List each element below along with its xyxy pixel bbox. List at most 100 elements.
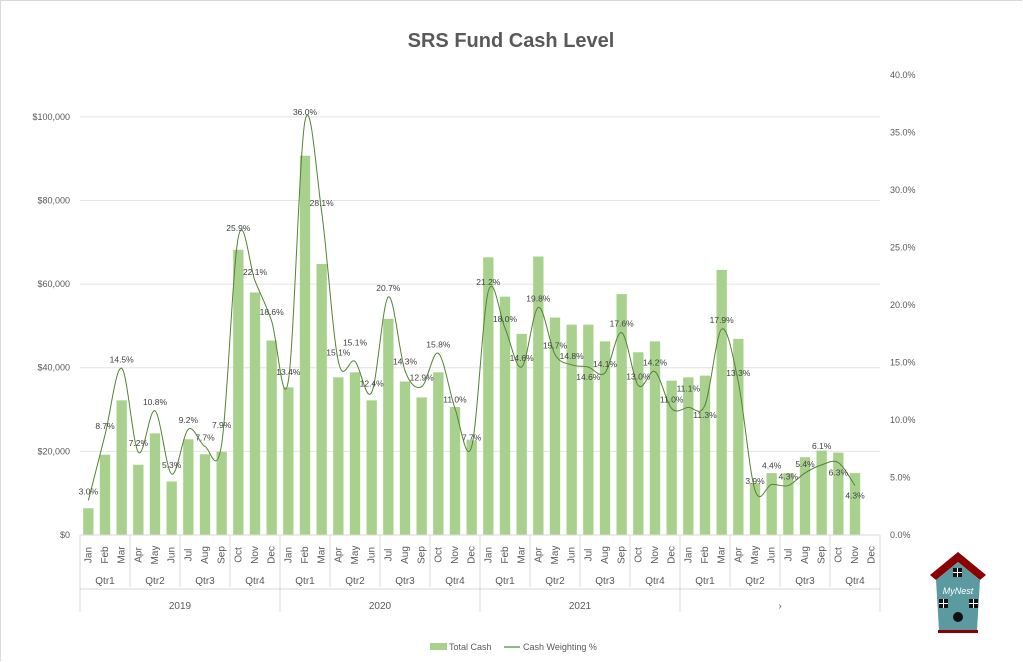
data-label-cash-weighting: 4.3% — [779, 472, 799, 482]
data-label-cash-weighting: 20.7% — [376, 283, 401, 293]
x-month-label: Aug — [800, 546, 811, 564]
data-label-cash-weighting: 14.6% — [510, 353, 535, 363]
data-label-cash-weighting: 7.7% — [462, 432, 482, 442]
x-month-label: Feb — [300, 546, 311, 564]
bar-total-cash — [83, 508, 94, 535]
x-quarter-label: Qtr4 — [645, 576, 665, 587]
y-left-tick-label: $40,000 — [37, 363, 70, 373]
data-label-cash-weighting: 7.7% — [195, 432, 215, 442]
x-month-label: Dec — [867, 546, 878, 564]
data-label-cash-weighting: 15.8% — [426, 339, 451, 349]
y-right-tick-label: 30.0% — [890, 185, 916, 195]
data-label-cash-weighting: 17.9% — [710, 315, 735, 325]
bar-total-cash — [483, 257, 494, 535]
data-label-cash-weighting: 4.4% — [762, 460, 782, 470]
data-label-cash-weighting: 14.1% — [593, 359, 618, 369]
x-quarter-label: Qtr3 — [795, 576, 815, 587]
data-label-cash-weighting: 18.0% — [493, 314, 518, 324]
data-label-cash-weighting: 10.8% — [143, 397, 168, 407]
x-quarter-label: Qtr2 — [345, 576, 365, 587]
x-month-label: Dec — [667, 546, 678, 564]
bar-total-cash — [799, 457, 811, 535]
bar-total-cash — [283, 387, 294, 535]
x-quarter-label: Qtr4 — [845, 576, 865, 587]
x-month-label: Dec — [467, 546, 478, 564]
bar-total-cash — [133, 464, 144, 535]
data-label-cash-weighting: 5.4% — [795, 459, 815, 469]
x-month-label: Jun — [367, 547, 378, 563]
data-label-cash-weighting: 11.3% — [693, 410, 717, 420]
y-right-tick-label: 20.0% — [890, 300, 916, 310]
logo-house — [936, 562, 980, 630]
data-label-cash-weighting: 18.6% — [260, 307, 285, 317]
x-year-label: 2020 — [369, 601, 392, 612]
x-month-label: Aug — [600, 546, 611, 564]
logo-roof — [930, 552, 986, 580]
mynest-logo: MyNest — [930, 552, 986, 633]
x-month-label: Nov — [850, 546, 861, 564]
data-label-cash-weighting: 36.0% — [293, 107, 318, 117]
y-right-tick-label: 10.0% — [890, 415, 916, 425]
x-month-label: Jan — [83, 547, 94, 563]
data-label-cash-weighting: 11.0% — [443, 395, 467, 405]
bar-total-cash — [199, 454, 211, 535]
y-left-tick-label: $100,000 — [32, 112, 70, 122]
x-month-label: May — [750, 546, 761, 565]
bar-total-cash — [383, 318, 394, 535]
x-month-label: Sep — [417, 546, 428, 564]
legend-label-total-cash: Total Cash — [449, 642, 492, 652]
x-month-label: Jan — [683, 547, 694, 563]
x-quarter-label: Qtr4 — [245, 576, 265, 587]
x-month-label: Apr — [733, 547, 744, 563]
y-right-tick-label: 35.0% — [890, 128, 916, 138]
x-quarter-label: Qtr4 — [445, 576, 465, 587]
bar-total-cash — [499, 296, 511, 535]
data-label-cash-weighting: 5.3% — [162, 460, 182, 470]
x-month-label: Jul — [783, 549, 794, 562]
y-right-tick-label: 15.0% — [890, 358, 916, 368]
x-quarter-label: Qtr2 — [745, 576, 765, 587]
x-month-label: Jan — [283, 547, 294, 563]
bar-total-cash — [699, 375, 711, 535]
x-month-label: Jul — [383, 549, 394, 562]
bar-total-cash — [249, 292, 261, 535]
bar-total-cash — [516, 333, 527, 535]
data-label-cash-weighting: 7.9% — [212, 420, 232, 430]
bar-total-cash — [783, 473, 794, 535]
x-month-label: Jul — [183, 549, 194, 562]
logo-base — [938, 630, 978, 633]
data-label-cash-weighting: 13.4% — [276, 367, 301, 377]
data-label-cash-weighting: 14.2% — [643, 358, 668, 368]
y-right-tick-label: 25.0% — [890, 243, 916, 253]
data-label-cash-weighting: 22.1% — [243, 267, 268, 277]
bar-total-cash — [166, 481, 177, 535]
x-month-label: May — [550, 546, 561, 565]
data-label-cash-weighting: 15.1% — [343, 337, 368, 347]
x-month-label: Dec — [267, 546, 278, 564]
bar-series — [83, 155, 861, 536]
bar-total-cash — [316, 264, 327, 535]
y-left-tick-label: $60,000 — [37, 279, 70, 289]
x-month-label: Aug — [400, 546, 411, 564]
line-cash-weighting — [87, 114, 856, 501]
bar-total-cash — [533, 256, 544, 535]
bar-total-cash — [549, 317, 561, 535]
bar-total-cash — [816, 450, 827, 535]
x-month-label: Apr — [333, 547, 344, 563]
data-label-cash-weighting: 6.3% — [829, 468, 849, 478]
data-label-cash-weighting: 14.6% — [576, 372, 601, 382]
data-label-cash-weighting: 6.1% — [812, 441, 832, 451]
bar-total-cash — [683, 377, 694, 535]
logo-text: MyNest — [943, 586, 974, 596]
y-right-tick-label: 5.0% — [890, 473, 911, 483]
x-quarter-label: Qtr3 — [395, 576, 415, 587]
data-label-cash-weighting: 12.4% — [360, 378, 385, 388]
x-month-label: Apr — [133, 547, 144, 563]
x-month-label: Feb — [700, 546, 711, 564]
legend: Total Cash Cash Weighting % — [430, 642, 597, 652]
bar-total-cash — [633, 352, 644, 535]
x-month-label: Oct — [633, 547, 644, 563]
x-year-label: 2021 — [569, 601, 592, 612]
